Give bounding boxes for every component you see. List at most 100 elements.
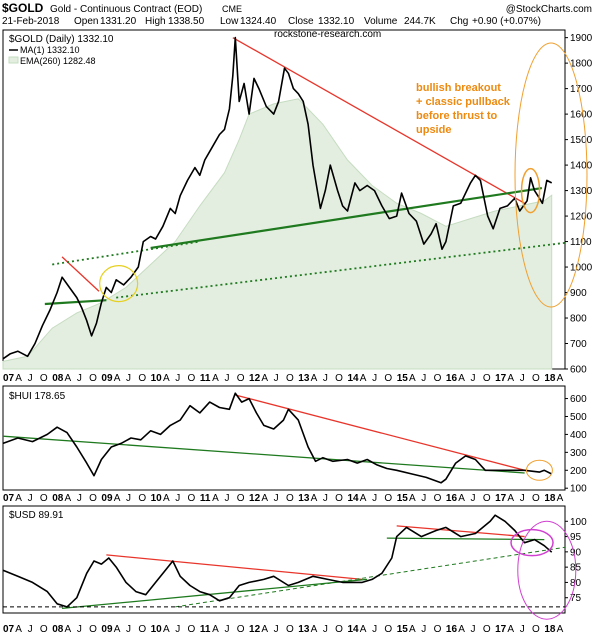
x-label-2-21: A [261, 624, 268, 635]
gold-ytick-label-1300: 1300 [570, 186, 593, 197]
x-label-1-5: A [65, 493, 72, 504]
x-label-2-1: A [15, 624, 22, 635]
x-label-2-5: A [65, 624, 72, 635]
gold-ytick-label-700: 700 [570, 339, 587, 350]
x-label-1-3: O [40, 493, 48, 504]
x-label-0-23: O [286, 373, 294, 384]
x-label-1-14: J [175, 493, 180, 504]
x-label-2-18: J [224, 624, 229, 635]
x-label-0-38: J [471, 373, 476, 384]
annotation-ellipse-yellow [99, 265, 139, 303]
x-label-2-32: 15 [397, 624, 409, 635]
usd-trendline-2 [61, 578, 368, 610]
gold-ytick-label-1200: 1200 [570, 212, 593, 223]
x-label-0-19: O [237, 373, 245, 384]
x-label-1-39: O [483, 493, 491, 504]
hui-trendline-1 [2, 435, 525, 474]
x-label-0-8: 09 [101, 373, 113, 384]
gold-ytick-label-1900: 1900 [570, 33, 593, 44]
x-label-1-26: J [323, 493, 328, 504]
x-label-2-42: J [520, 624, 525, 635]
x-label-2-45: A [557, 624, 564, 635]
x-label-2-33: A [409, 624, 416, 635]
usd-trendline-0 [106, 554, 363, 581]
high-label: High [145, 16, 166, 27]
x-label-0-27: O [335, 373, 343, 384]
x-label-2-8: 09 [101, 624, 113, 635]
x-label-2-38: J [471, 624, 476, 635]
x-label-0-20: 12 [249, 373, 261, 384]
hui-trendline-0 [235, 394, 525, 471]
x-label-1-16: 11 [200, 493, 211, 504]
x-label-0-26: J [323, 373, 328, 384]
x-label-2-19: O [237, 624, 245, 635]
x-label-1-7: O [89, 493, 97, 504]
x-label-1-15: O [188, 493, 196, 504]
x-label-1-18: J [224, 493, 229, 504]
site-label: rockstone-research.com [274, 29, 381, 40]
x-label-1-12: 10 [151, 493, 163, 504]
x-axis-row-0: 07 A J O 08 A J O 09 A J O 10 A J O 11 A J O 12 A J O 13 A J O 14 A J O… [3, 373, 564, 384]
annotation-line-0: bullish breakout [416, 82, 501, 94]
x-label-0-2: J [28, 373, 33, 384]
usd-ytick-label-100: 100 [570, 517, 587, 528]
annotation-ellipse-large [514, 42, 588, 308]
x-label-0-41: A [507, 373, 514, 384]
x-label-0-15: O [188, 373, 196, 384]
x-label-2-24: 13 [298, 624, 310, 635]
x-label-2-9: A [114, 624, 121, 635]
x-label-1-33: A [409, 493, 416, 504]
gold-panel: 600 700 800 900 1000 1100 1200 1300 1400 1500 1600… [2, 29, 593, 376]
x-label-0-40: 17 [495, 373, 507, 384]
x-label-0-44: 18 [544, 373, 556, 384]
x-label-0-6: J [77, 373, 82, 384]
x-label-1-9: A [114, 493, 121, 504]
x-label-0-43: O [532, 373, 540, 384]
x-label-1-36: 16 [446, 493, 458, 504]
x-label-0-24: 13 [298, 373, 310, 384]
low-value: 1324.40 [240, 16, 277, 27]
x-label-0-10: J [126, 373, 131, 384]
x-label-1-35: O [434, 493, 442, 504]
volume-value: 244.7K [404, 16, 436, 27]
x-label-1-19: O [237, 493, 245, 504]
gold-trendline-5 [116, 241, 566, 299]
x-label-0-35: O [434, 373, 442, 384]
x-label-0-25: A [311, 373, 318, 384]
close-label: Close [288, 16, 314, 27]
x-label-2-35: O [434, 624, 442, 635]
gold-ytick-label-1600: 1600 [570, 110, 593, 121]
open-label: Open [74, 16, 98, 27]
x-label-0-32: 15 [397, 373, 409, 384]
x-label-1-45: A [557, 493, 564, 504]
usd-ytick-label-95: 95 [570, 532, 582, 543]
x-label-2-2: J [28, 624, 33, 635]
x-label-0-33: A [409, 373, 416, 384]
x-label-2-3: O [40, 624, 48, 635]
hui-legend-title: $HUI 178.65 [9, 391, 66, 402]
x-label-0-39: O [483, 373, 491, 384]
watermark: @StockCharts.com [506, 4, 592, 15]
hui-ytick-label-200: 200 [570, 466, 587, 477]
gold-ytick-label-1800: 1800 [570, 59, 593, 70]
x-label-1-27: O [335, 493, 343, 504]
x-label-1-4: 08 [52, 493, 64, 504]
x-label-2-12: 10 [151, 624, 163, 635]
x-label-2-41: A [507, 624, 514, 635]
panels-layer: 600 700 800 900 1000 1100 1200 1300 1400 1500 1600… [2, 29, 593, 620]
x-label-0-4: 08 [52, 373, 64, 384]
x-label-2-11: O [138, 624, 146, 635]
x-label-2-14: J [175, 624, 180, 635]
high-value: 1338.50 [168, 16, 205, 27]
x-label-0-7: O [89, 373, 97, 384]
x-label-2-0: 07 [3, 624, 15, 635]
x-label-1-1: A [15, 493, 22, 504]
hui-ytick-label-600: 600 [570, 394, 587, 405]
gold-ytick-label-900: 900 [570, 288, 587, 299]
x-label-1-8: 09 [101, 493, 113, 504]
usd-annotation-ellipse-small [510, 528, 554, 557]
hui-ytick-label-400: 400 [570, 430, 587, 441]
x-label-2-20: 12 [249, 624, 261, 635]
usd-ytick-label-75: 75 [570, 593, 582, 604]
x-label-2-27: O [335, 624, 343, 635]
